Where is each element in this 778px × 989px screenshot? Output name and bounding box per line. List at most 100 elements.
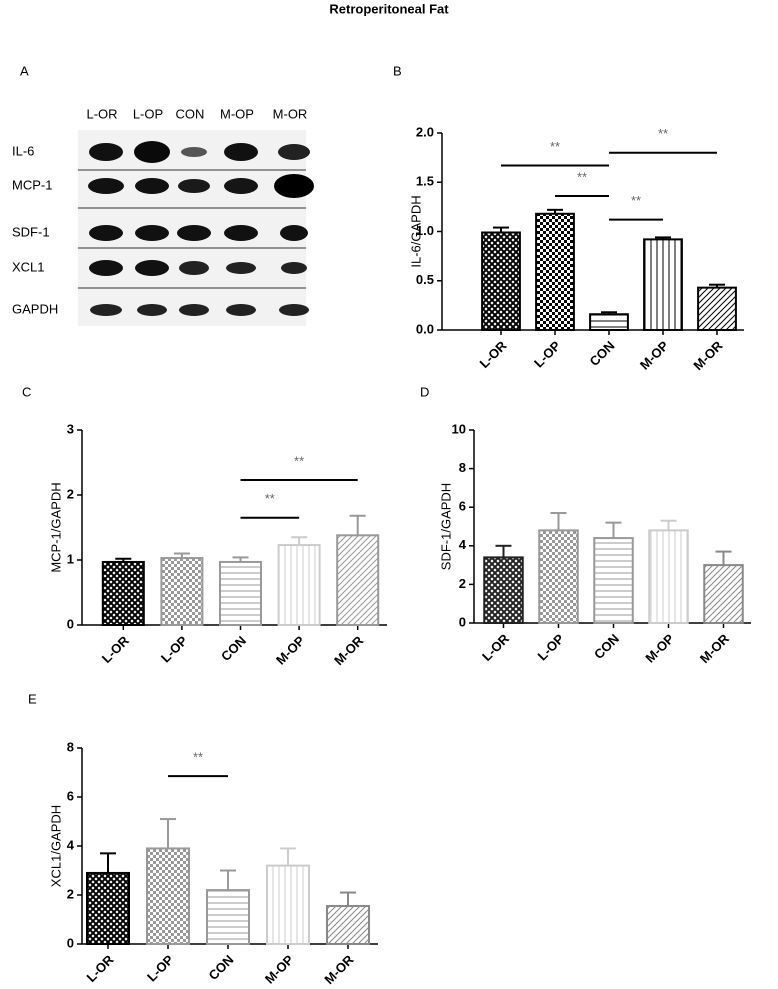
significance-label: ** <box>658 126 668 141</box>
blot-band <box>224 225 258 241</box>
significance-label: ** <box>193 750 203 765</box>
y-tick-label: 0.5 <box>416 272 434 287</box>
protein-label: IL-6 <box>12 143 34 158</box>
blot-band <box>178 179 210 193</box>
y-tick-label: 4 <box>459 537 467 552</box>
bar <box>593 537 634 625</box>
y-axis-label: MCP-1/GAPDH <box>48 482 63 572</box>
protein-label: XCL1 <box>12 259 45 274</box>
blot-band <box>179 304 209 316</box>
bar <box>266 864 310 945</box>
significance-label: ** <box>577 169 587 184</box>
bar <box>643 238 683 332</box>
bar <box>589 313 629 331</box>
y-tick-label: 2 <box>67 886 74 901</box>
y-tick-label: 1.5 <box>416 174 434 189</box>
x-tick-label: L-OR <box>99 633 133 667</box>
x-tick-label: L-OP <box>158 633 191 666</box>
bar <box>481 231 521 331</box>
bar <box>146 847 190 946</box>
x-tick-label: M-OP <box>262 952 297 987</box>
y-axis-label: SDF-1/GAPDH <box>438 483 453 570</box>
y-tick-label: 10 <box>452 421 466 436</box>
panel-label: B <box>393 63 402 78</box>
y-tick-label: 2 <box>67 486 74 501</box>
blot-band <box>281 262 307 274</box>
y-axis-label: IL-6/GAPDH <box>408 195 423 267</box>
y-tick-label: 8 <box>67 739 74 754</box>
blot-band <box>89 143 123 161</box>
blot-band <box>226 262 256 274</box>
protein-label: SDF-1 <box>12 224 50 239</box>
blot-band <box>134 141 170 163</box>
panel-label: A <box>20 63 29 78</box>
bar <box>483 556 524 625</box>
lane-label: M-OP <box>220 106 254 121</box>
bar <box>535 212 575 332</box>
blot-band <box>224 178 258 194</box>
protein-label: MCP-1 <box>12 177 52 192</box>
x-tick-label: M-OR <box>697 631 733 667</box>
y-tick-label: 2 <box>459 576 466 591</box>
blot-band <box>90 304 122 316</box>
lane-label: M-OR <box>273 106 308 121</box>
lane-label: L-OP <box>133 106 163 121</box>
y-tick-label: 3 <box>67 421 74 436</box>
y-tick-label: 1.0 <box>416 223 434 238</box>
significance-label: ** <box>550 139 560 154</box>
blot-band <box>88 178 124 194</box>
blot-band <box>135 225 169 241</box>
y-tick-label: 0.0 <box>416 321 434 336</box>
blot-band <box>181 147 207 157</box>
x-tick-label: L-OP <box>534 631 567 664</box>
significance-label: ** <box>294 453 304 468</box>
y-tick-label: 4 <box>67 837 75 852</box>
blot-band <box>224 143 258 161</box>
y-tick-label: 2.0 <box>416 124 434 139</box>
panel-label: D <box>420 384 429 399</box>
x-tick-label: L-OR <box>83 952 117 986</box>
blot-band <box>89 260 123 276</box>
y-tick-label: 0 <box>67 616 74 631</box>
x-tick-label: L-OP <box>531 338 564 371</box>
blot-band <box>177 225 211 241</box>
bar <box>326 905 370 946</box>
figure-title: Retroperitoneal Fat <box>329 1 449 16</box>
lane-label: L-OR <box>86 106 117 121</box>
bar <box>697 286 737 331</box>
blot-band <box>135 260 169 276</box>
panel-label: C <box>22 384 31 399</box>
y-tick-label: 0 <box>459 614 466 629</box>
blot-band <box>179 261 209 275</box>
panel-label: E <box>28 691 37 706</box>
y-tick-label: 8 <box>459 460 466 475</box>
x-tick-label: M-OP <box>273 633 308 668</box>
blot-band <box>135 178 169 194</box>
x-tick-label: M-OP <box>637 338 672 373</box>
blot-band <box>280 225 308 241</box>
bar <box>648 529 689 624</box>
x-tick-label: L-OP <box>144 952 177 985</box>
significance-label: ** <box>265 491 275 506</box>
blot-band <box>89 225 123 241</box>
blot-band <box>137 304 167 316</box>
blot-band <box>278 144 310 160</box>
bar <box>86 871 130 946</box>
bar <box>703 564 744 624</box>
x-tick-label: CON <box>591 631 622 662</box>
bar <box>101 560 145 627</box>
bar <box>277 544 321 626</box>
bar <box>218 560 263 627</box>
x-tick-label: CON <box>206 952 237 983</box>
y-tick-label: 6 <box>67 788 74 803</box>
x-tick-label: M-OR <box>690 338 726 374</box>
x-tick-label: M-OR <box>331 633 367 669</box>
x-tick-label: L-OR <box>476 338 510 372</box>
blot-band <box>279 304 309 316</box>
x-tick-label: M-OR <box>321 952 357 988</box>
bar <box>160 557 204 626</box>
x-tick-label: CON <box>218 633 249 664</box>
x-tick-label: M-OP <box>642 631 677 666</box>
blot-band <box>226 304 256 316</box>
